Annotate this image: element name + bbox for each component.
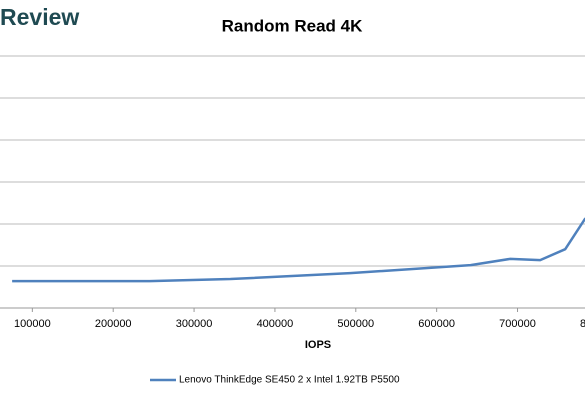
x-axis-label: IOPS — [305, 339, 331, 351]
x-tick-label: 300000 — [176, 318, 213, 330]
data-line — [12, 217, 585, 283]
x-tick-label: 800000 — [580, 318, 585, 330]
x-tick-label: 500000 — [337, 318, 374, 330]
logo-text: Review — [0, 4, 79, 30]
x-tick-label: 700000 — [499, 318, 536, 330]
x-tick-label: 400000 — [257, 318, 294, 330]
x-tick-label: 600000 — [418, 318, 455, 330]
legend-label: Lenovo ThinkEdge SE450 2 x Intel 1.92TB … — [179, 375, 400, 386]
x-tick-label: 100000 — [14, 318, 51, 330]
chart-title: Random Read 4K — [222, 16, 363, 35]
x-tick-label: 200000 — [95, 318, 132, 330]
